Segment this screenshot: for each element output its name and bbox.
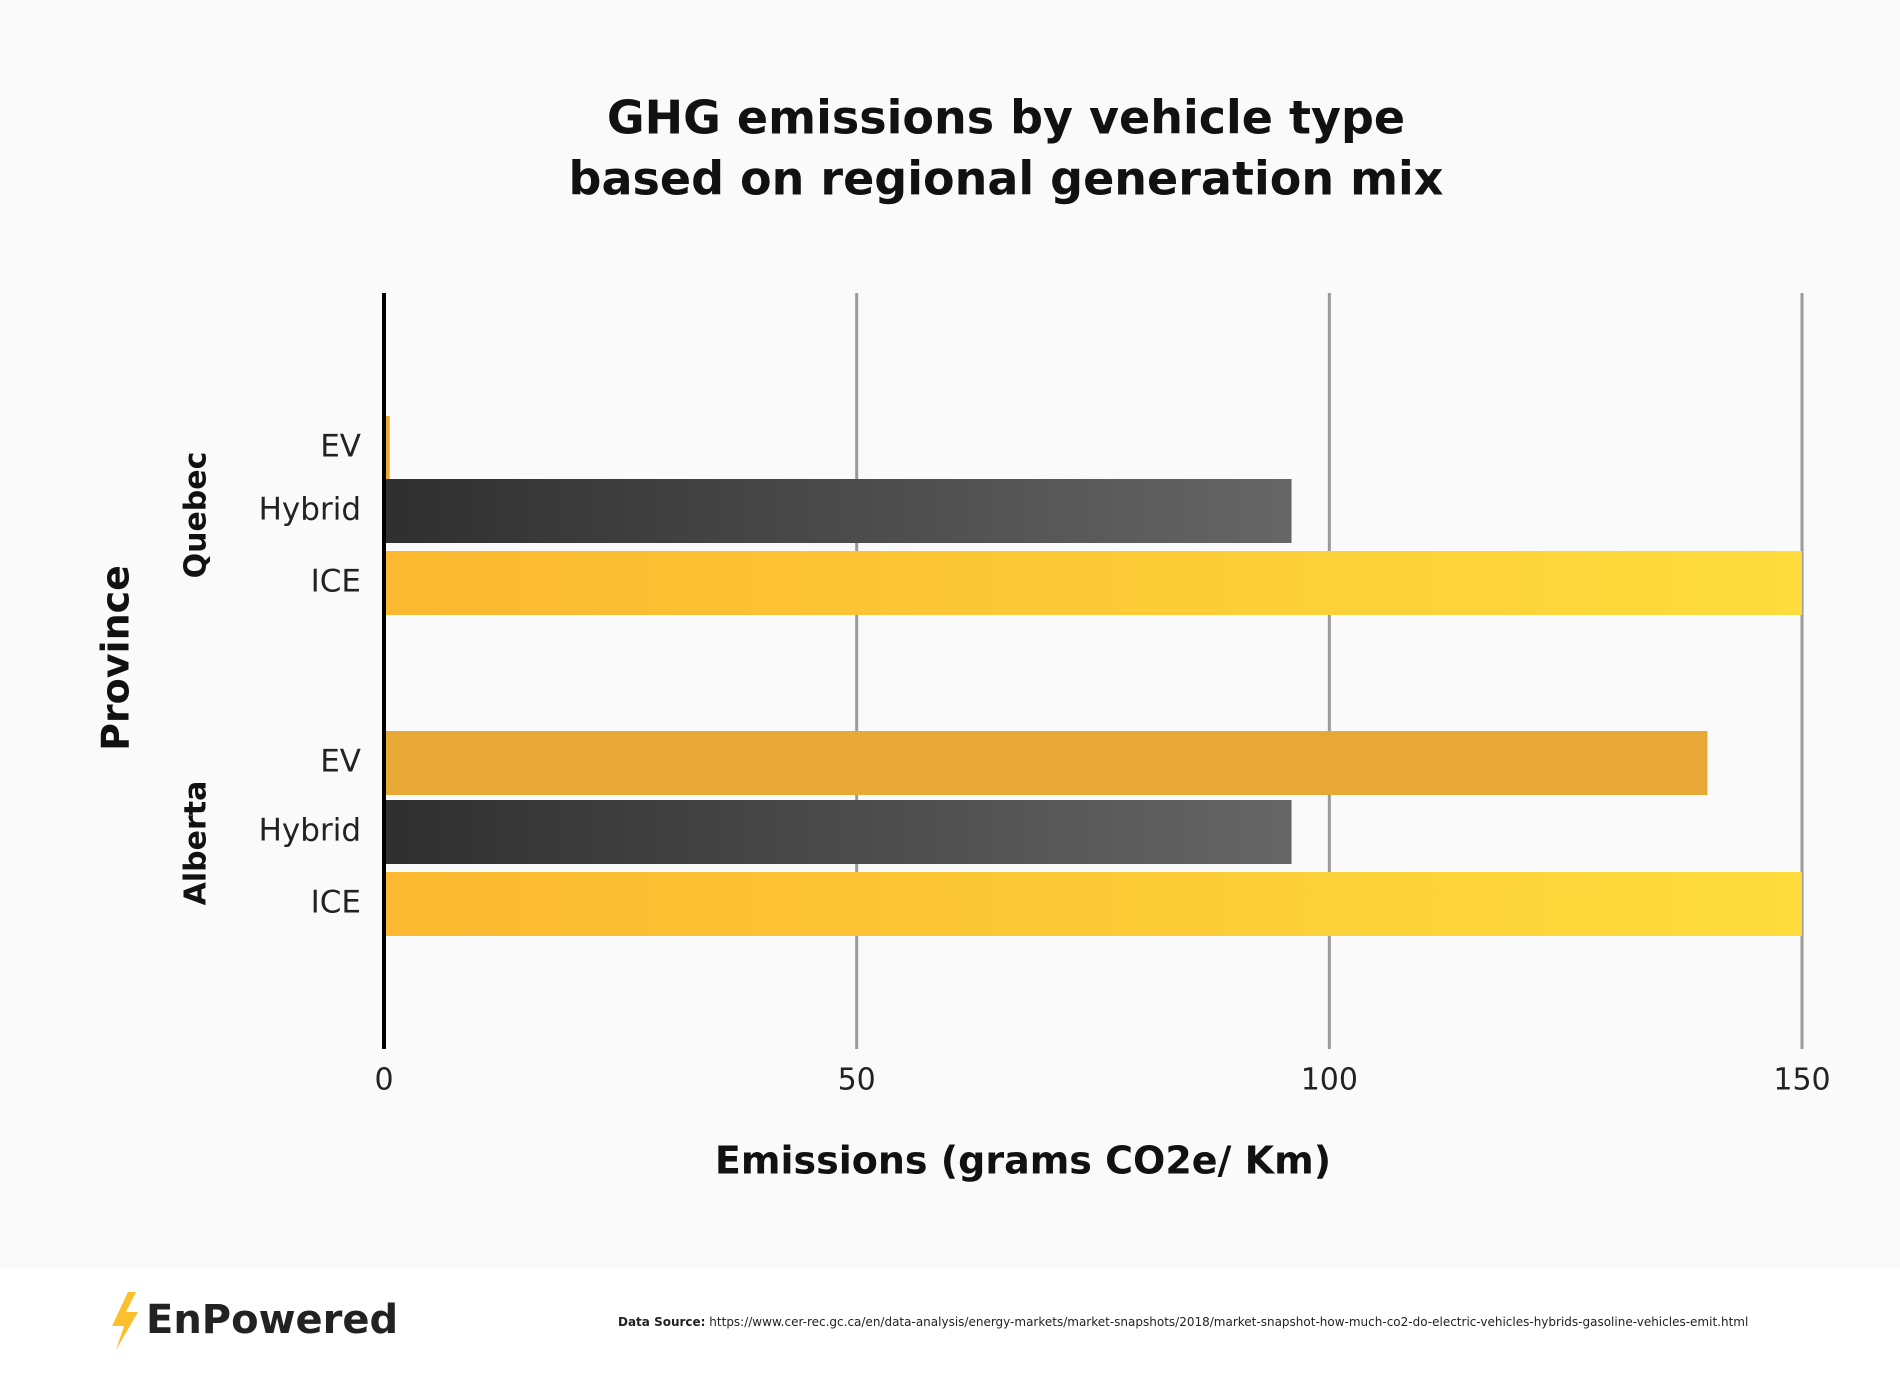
x-tick-label: 0 [374, 1063, 393, 1098]
category-label: Hybrid [259, 813, 361, 849]
category-label: EV [320, 744, 361, 780]
bar [384, 479, 1292, 543]
logo-icon [112, 1292, 138, 1350]
bar [384, 731, 1708, 795]
plot: 0 50 100 150 Quebec EV Hybrid ICE Alberta EV Hybri… [179, 293, 1831, 1098]
source-label: Data Source: [618, 1315, 705, 1329]
bar [384, 416, 390, 480]
bar [384, 551, 1802, 615]
chart-title: GHG emissions by vehicle type [607, 91, 1405, 145]
footer-band [0, 1268, 1900, 1370]
x-tick-label: 50 [838, 1063, 876, 1098]
x-axis-label: Emissions (grams CO2e/ Km) [715, 1139, 1331, 1183]
bar [384, 800, 1292, 864]
logo: EnPowered [146, 1297, 398, 1343]
category-label: ICE [311, 564, 361, 600]
category-label: Hybrid [259, 492, 361, 528]
category-label: ICE [311, 885, 361, 921]
source-url: https://www.cer-rec.gc.ca/en/data-analys… [709, 1315, 1748, 1329]
bar [384, 872, 1802, 936]
data-source: Data Source: https://www.cer-rec.gc.ca/e… [618, 1315, 1748, 1329]
background [0, 0, 1900, 1268]
x-tick-label: 150 [1773, 1063, 1830, 1098]
x-tick-label: 100 [1301, 1063, 1358, 1098]
y-axis-label: Province [94, 565, 138, 751]
group-label: Alberta [179, 781, 214, 906]
chart-title: based on regional generation mix [569, 152, 1444, 206]
category-label: EV [320, 429, 361, 465]
group-label: Quebec [179, 452, 214, 579]
